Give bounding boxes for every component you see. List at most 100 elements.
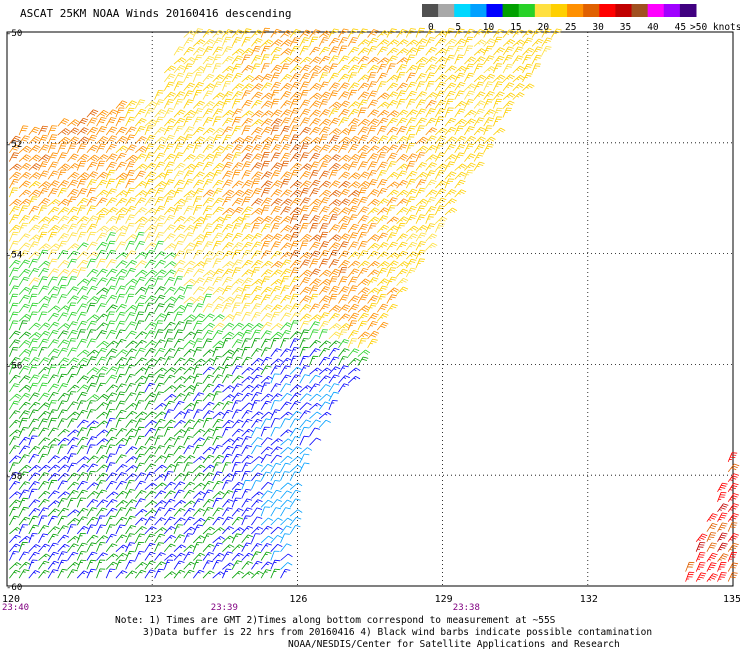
wind-barb (309, 314, 322, 322)
wind-barb (415, 187, 426, 198)
wind-barb (386, 232, 397, 242)
wind-barb (38, 134, 49, 145)
wind-barb (386, 294, 397, 304)
wind-barb (425, 56, 438, 65)
wind-barb (231, 216, 245, 224)
wind-barb (202, 108, 214, 118)
wind-barb (86, 568, 97, 579)
wind-barb (318, 278, 332, 287)
wind-barb (125, 570, 138, 579)
wind-barb (86, 436, 98, 446)
wind-barb (134, 462, 146, 473)
wind-barb (318, 37, 329, 47)
wind-barb (231, 570, 244, 579)
wind-barb (212, 206, 224, 216)
wind-barb (260, 313, 273, 322)
wind-barb (318, 347, 330, 357)
wind-barb (105, 561, 118, 570)
wind-barb (212, 507, 224, 517)
wind-barb (280, 143, 291, 154)
wind-barb (260, 471, 272, 481)
wind-barb (357, 99, 369, 109)
wind-barb (115, 172, 129, 180)
wind-barb (231, 29, 244, 38)
wind-barb (464, 153, 476, 162)
wind-barb (328, 285, 340, 295)
wind-barb (212, 436, 223, 446)
wind-barb (280, 471, 290, 481)
wind-barb (231, 356, 243, 366)
wind-barb (415, 171, 428, 180)
wind-barb (96, 109, 109, 118)
wind-barb (183, 154, 196, 162)
wind-barb (183, 331, 196, 340)
wind-barb (144, 322, 157, 331)
wind-barb (28, 285, 39, 295)
wind-barb (251, 91, 263, 100)
wind-barb (309, 339, 321, 349)
wind-barb (318, 411, 332, 420)
wind-barb (105, 515, 116, 526)
wind-barb (270, 471, 281, 481)
wind-barb (347, 260, 361, 269)
wind-barb (717, 532, 728, 542)
wind-barb (309, 198, 322, 207)
wind-barb (9, 562, 22, 570)
wind-barb (9, 551, 19, 561)
wind-barb (9, 364, 19, 375)
wind-barb (260, 187, 271, 198)
wind-barb (192, 116, 203, 127)
wind-barb (18, 313, 32, 322)
wind-barb (38, 570, 50, 579)
wind-barb (289, 525, 301, 535)
wind-barb (192, 286, 205, 295)
wind-barb (105, 304, 118, 313)
wind-barb (144, 135, 156, 145)
wind-barb (154, 347, 166, 357)
wind-barb (47, 348, 60, 357)
wind-barb (434, 170, 445, 180)
wind-barb (434, 143, 445, 153)
wind-barb (192, 108, 204, 118)
wind-barb (212, 454, 224, 464)
wind-barb (425, 189, 438, 198)
wind-barb (357, 82, 370, 91)
wind-barb (396, 163, 409, 171)
wind-barb (522, 47, 535, 56)
wind-barb (173, 240, 184, 251)
wind-barb (212, 116, 222, 127)
wind-barb (241, 515, 251, 526)
wind-barb (260, 118, 273, 127)
wind-barb (183, 366, 196, 375)
wind-barb (154, 374, 165, 384)
wind-barb (241, 428, 254, 437)
wind-barb (473, 81, 485, 91)
wind-barb (9, 293, 19, 304)
wind-barb (299, 393, 312, 402)
wind-barb (96, 232, 108, 242)
wind-barb (96, 366, 109, 375)
wind-barb (299, 45, 310, 56)
wind-barb (522, 63, 533, 74)
colorbar-swatch (583, 4, 600, 17)
wind-barb (212, 276, 223, 286)
wind-barb (357, 187, 368, 198)
wind-barb (47, 294, 58, 304)
wind-barb (134, 391, 145, 402)
wind-barb (241, 223, 252, 233)
wind-barb (183, 232, 194, 242)
wind-barb (222, 507, 233, 517)
wind-barb (299, 56, 312, 65)
wind-barb (192, 347, 203, 357)
wind-barb (76, 436, 89, 446)
wind-barb (241, 322, 254, 331)
wind-barb (280, 533, 290, 543)
wind-barb (338, 128, 351, 136)
wind-barb (115, 357, 127, 366)
wind-barb (47, 199, 61, 207)
wind-barb (134, 445, 147, 455)
wind-barb (347, 285, 358, 295)
wind-barb (86, 268, 99, 278)
wind-barb (251, 445, 262, 455)
wind-barb (144, 125, 154, 136)
